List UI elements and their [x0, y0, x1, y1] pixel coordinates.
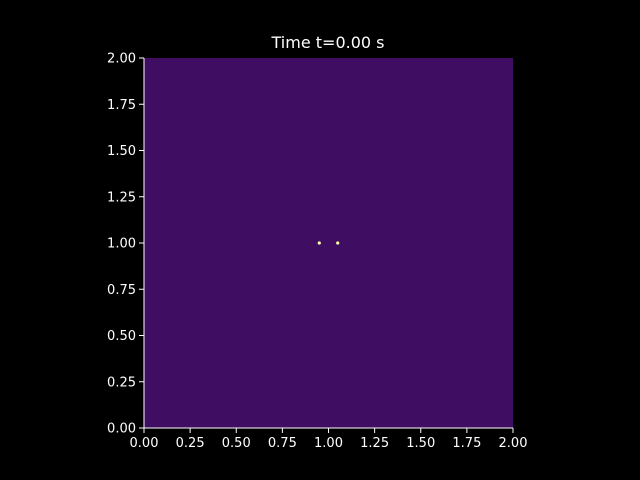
heatmap-field [144, 58, 513, 428]
x-tick-label: 0.50 [222, 436, 251, 451]
y-tick-label: 0.00 [107, 422, 136, 437]
y-tick-label: 2.00 [107, 52, 136, 67]
y-tick-label: 1.50 [107, 144, 136, 159]
x-tick-label: 1.25 [360, 436, 389, 451]
y-tick-label: 1.00 [107, 237, 136, 252]
y-tick-label: 0.50 [107, 329, 136, 344]
y-axis-ticks: 0.00 0.25 0.50 0.75 1.00 1.25 1.50 1.75 2.00 [107, 52, 144, 437]
y-tick-label: 1.25 [107, 190, 136, 205]
x-tick-label: 0.75 [268, 436, 297, 451]
chart-title: Time t=0.00 s [271, 33, 385, 52]
x-axis-ticks: 0.00 0.25 0.50 0.75 1.00 1.25 1.50 1.75 2.00 [130, 428, 528, 451]
x-tick-label: 1.50 [406, 436, 435, 451]
heatmap-peak-1 [317, 241, 321, 245]
heatmap-peak-2 [336, 241, 340, 245]
x-tick-label: 0.25 [176, 436, 205, 451]
y-tick-label: 0.25 [107, 375, 136, 390]
x-tick-label: 0.00 [130, 436, 159, 451]
heatmap-peaks [317, 241, 340, 245]
x-tick-label: 1.75 [452, 436, 481, 451]
y-tick-label: 0.75 [107, 283, 136, 298]
y-tick-label: 1.75 [107, 98, 136, 113]
x-tick-label: 1.00 [314, 436, 343, 451]
x-tick-label: 2.00 [499, 436, 528, 451]
